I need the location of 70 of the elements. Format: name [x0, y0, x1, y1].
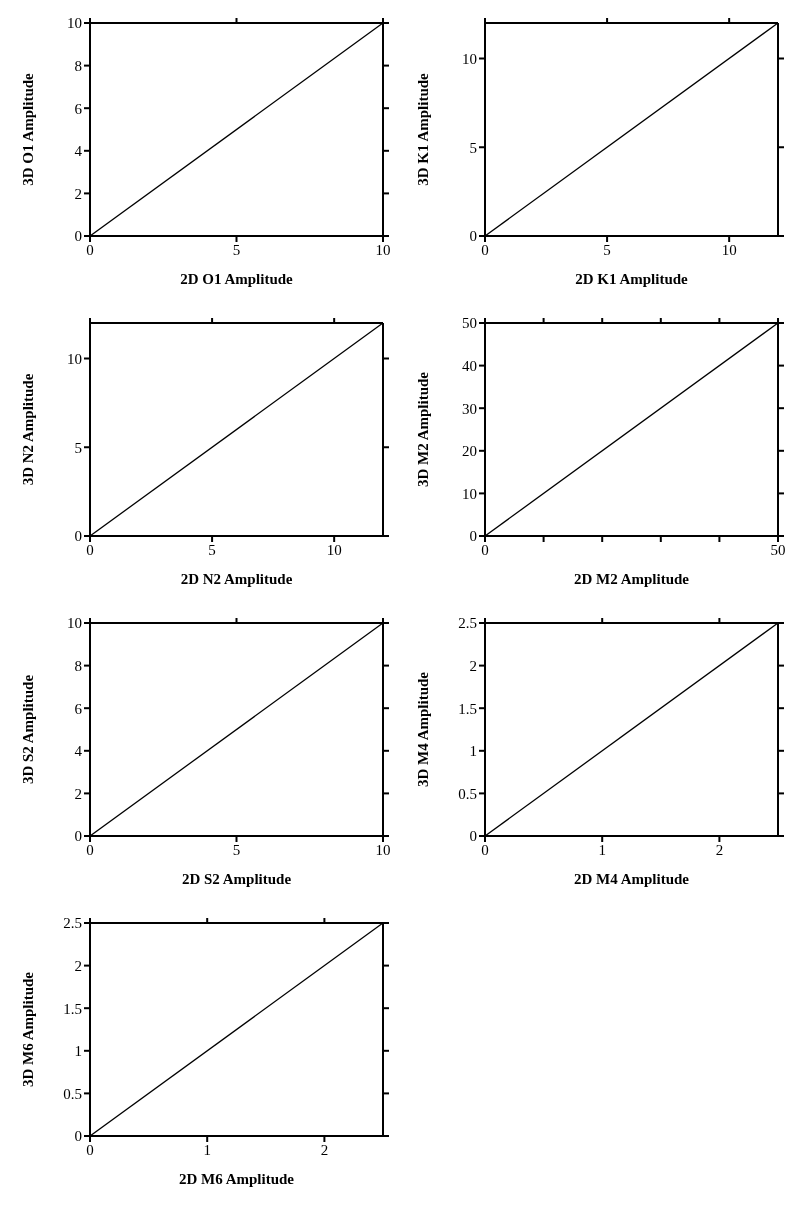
x-tick-label: 0: [481, 241, 489, 258]
x-tick-label: 5: [232, 841, 241, 858]
x-tick-label: 1: [203, 1141, 211, 1158]
y-tick-label: 6: [74, 700, 83, 717]
x-axis-title: 2D O1 Amplitude: [180, 271, 294, 287]
x-tick-label: 5: [232, 241, 241, 258]
y-axis-title: 3D M4 Amplitude: [415, 671, 432, 788]
y-tick-label: 50: [462, 315, 477, 332]
x-tick-label: 10: [375, 841, 391, 858]
y-tick-label: 10: [462, 485, 477, 502]
y-tick-label: 5: [469, 139, 477, 156]
x-tick-label: 1: [598, 841, 606, 858]
x-tick-label: 0: [86, 541, 94, 558]
y-axis-title: 3D K1 Amplitude: [415, 72, 432, 186]
y-tick-label: 2: [74, 785, 82, 802]
y-axis-title: 3D O1 Amplitude: [20, 72, 37, 186]
y-tick-label: 1: [469, 743, 477, 760]
y-tick-label: 40: [462, 357, 477, 374]
x-tick-label: 50: [770, 541, 786, 558]
y-tick-label: 2: [469, 657, 477, 674]
y-tick-label: 1: [74, 1043, 82, 1060]
y-axis-title: 3D S2 Amplitude: [20, 674, 37, 785]
y-tick-label: 5: [74, 439, 82, 456]
x-tick-label: 0: [86, 1141, 94, 1158]
y-tick-label: 0.5: [63, 1085, 82, 1102]
y-tick-label: 0: [469, 828, 477, 845]
x-axis-title: 2D M4 Amplitude: [573, 871, 690, 887]
x-tick-label: 0: [481, 841, 489, 858]
x-tick-label: 0: [86, 841, 94, 858]
y-tick-label: 4: [74, 743, 83, 760]
y-tick-label: 10: [462, 50, 477, 67]
y-tick-label: 0.5: [458, 785, 477, 802]
y-tick-label: 2: [74, 957, 82, 974]
x-axis-title: 2D M2 Amplitude: [573, 571, 690, 587]
x-axis-title: 2D K1 Amplitude: [575, 271, 689, 287]
x-axis-title: 2D M6 Amplitude: [178, 1171, 295, 1187]
y-tick-label: 8: [74, 657, 82, 674]
y-tick-label: 1.5: [63, 1000, 82, 1017]
y-tick-label: 10: [67, 350, 82, 367]
x-tick-label: 10: [375, 241, 391, 258]
y-tick-label: 4: [74, 143, 83, 160]
y-tick-label: 10: [67, 615, 82, 632]
x-tick-label: 0: [86, 241, 94, 258]
y-tick-label: 0: [74, 528, 82, 545]
y-tick-label: 0: [74, 228, 82, 245]
y-axis-title: 3D M6 Amplitude: [20, 971, 37, 1088]
x-tick-label: 5: [208, 541, 216, 558]
x-tick-label: 2: [320, 1141, 329, 1158]
y-tick-label: 8: [74, 57, 82, 74]
y-tick-label: 0: [469, 228, 477, 245]
y-tick-label: 20: [462, 443, 477, 460]
y-tick-label: 30: [462, 400, 477, 417]
x-axis-title: 2D S2 Amplitude: [181, 871, 292, 887]
x-tick-label: 0: [481, 541, 489, 558]
y-tick-label: 2.5: [63, 915, 82, 932]
x-tick-label: 10: [721, 241, 737, 258]
y-tick-label: 2.5: [458, 615, 477, 632]
y-tick-label: 0: [74, 1128, 82, 1145]
y-tick-label: 2: [74, 185, 82, 202]
x-tick-label: 5: [603, 241, 611, 258]
x-tick-label: 2: [715, 841, 724, 858]
y-tick-label: 6: [74, 100, 83, 117]
y-tick-label: 10: [67, 15, 82, 32]
y-axis-title: 3D M2 Amplitude: [415, 371, 432, 488]
x-axis-title: 2D N2 Amplitude: [180, 571, 293, 587]
y-tick-label: 1.5: [458, 700, 477, 717]
y-tick-label: 0: [469, 528, 477, 545]
x-tick-label: 10: [326, 541, 342, 558]
y-axis-title: 3D N2 Amplitude: [20, 373, 37, 486]
y-tick-label: 0: [74, 828, 82, 845]
